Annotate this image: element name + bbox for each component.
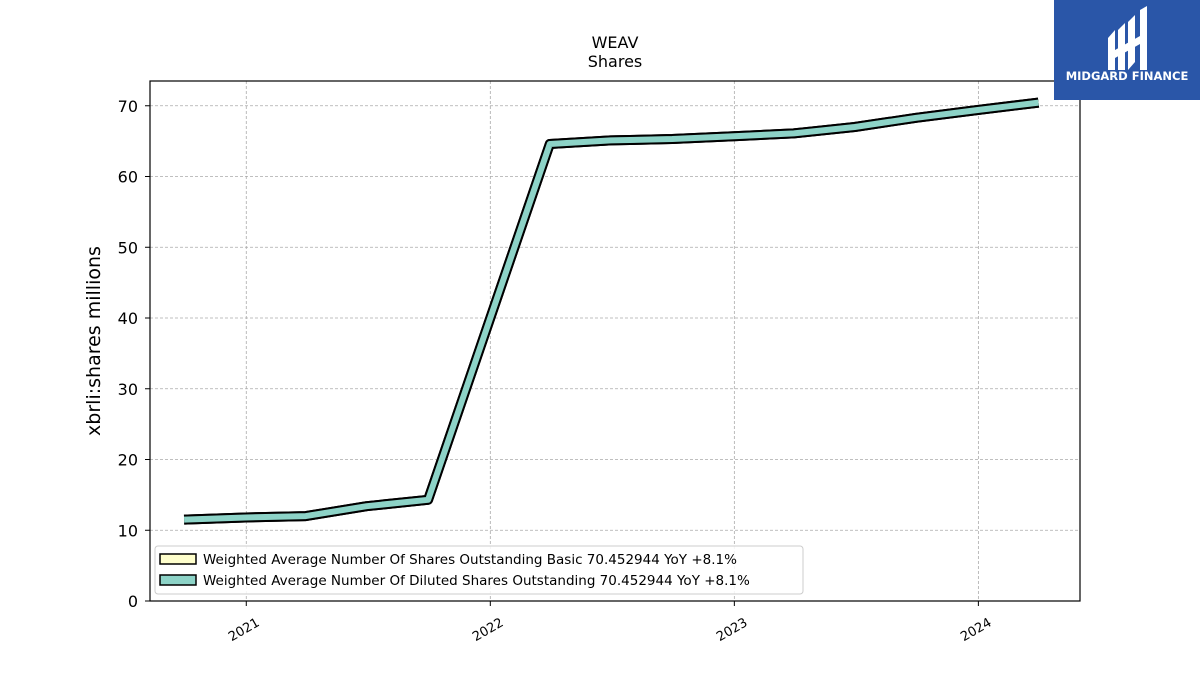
- legend-swatch: [159, 553, 197, 565]
- midgard-finance-logo: MIDGARD FINANCE: [1054, 0, 1200, 100]
- y-tick-label: 30: [118, 380, 138, 399]
- legend-swatch: [159, 574, 197, 586]
- x-tick-label: 2022: [470, 615, 506, 645]
- series-group: [183, 97, 1040, 525]
- legend-label: Weighted Average Number Of Diluted Share…: [203, 573, 750, 589]
- y-axis: 0 10 20 30 40 50 60 70: [118, 97, 150, 611]
- series-1-line: [183, 99, 1039, 523]
- series-0-outline: [183, 97, 1040, 525]
- y-tick-label: 60: [118, 168, 138, 187]
- y-tick-label: 20: [118, 451, 138, 470]
- legend-label: Weighted Average Number Of Shares Outsta…: [203, 552, 737, 568]
- y-tick-label: 70: [118, 97, 138, 116]
- plot-frame: [149, 80, 1081, 602]
- logo-mark-icon: [1108, 6, 1147, 70]
- y-tick-label: 0: [128, 592, 138, 611]
- y-tick-label: 40: [118, 309, 138, 328]
- series-0-line: [183, 99, 1039, 523]
- y-tick-label: 50: [118, 238, 138, 257]
- chart-title: WEAV: [592, 33, 639, 52]
- chart-subtitle: Shares: [588, 52, 643, 71]
- x-tick-label: 2023: [714, 615, 750, 645]
- series-1-outline: [183, 97, 1040, 525]
- x-axis: 2021 2022 2023 2024: [226, 601, 994, 645]
- legend-box: [154, 545, 804, 595]
- x-tick-label: 2021: [226, 615, 262, 645]
- logo-text: MIDGARD FINANCE: [1066, 69, 1189, 83]
- x-tick-label: 2024: [958, 615, 994, 645]
- y-tick-label: 10: [118, 521, 138, 540]
- grid-lines: [150, 81, 1080, 601]
- y-axis-label: xbrli:shares millions: [83, 246, 105, 436]
- legend: Weighted Average Number Of Shares Outsta…: [154, 545, 804, 595]
